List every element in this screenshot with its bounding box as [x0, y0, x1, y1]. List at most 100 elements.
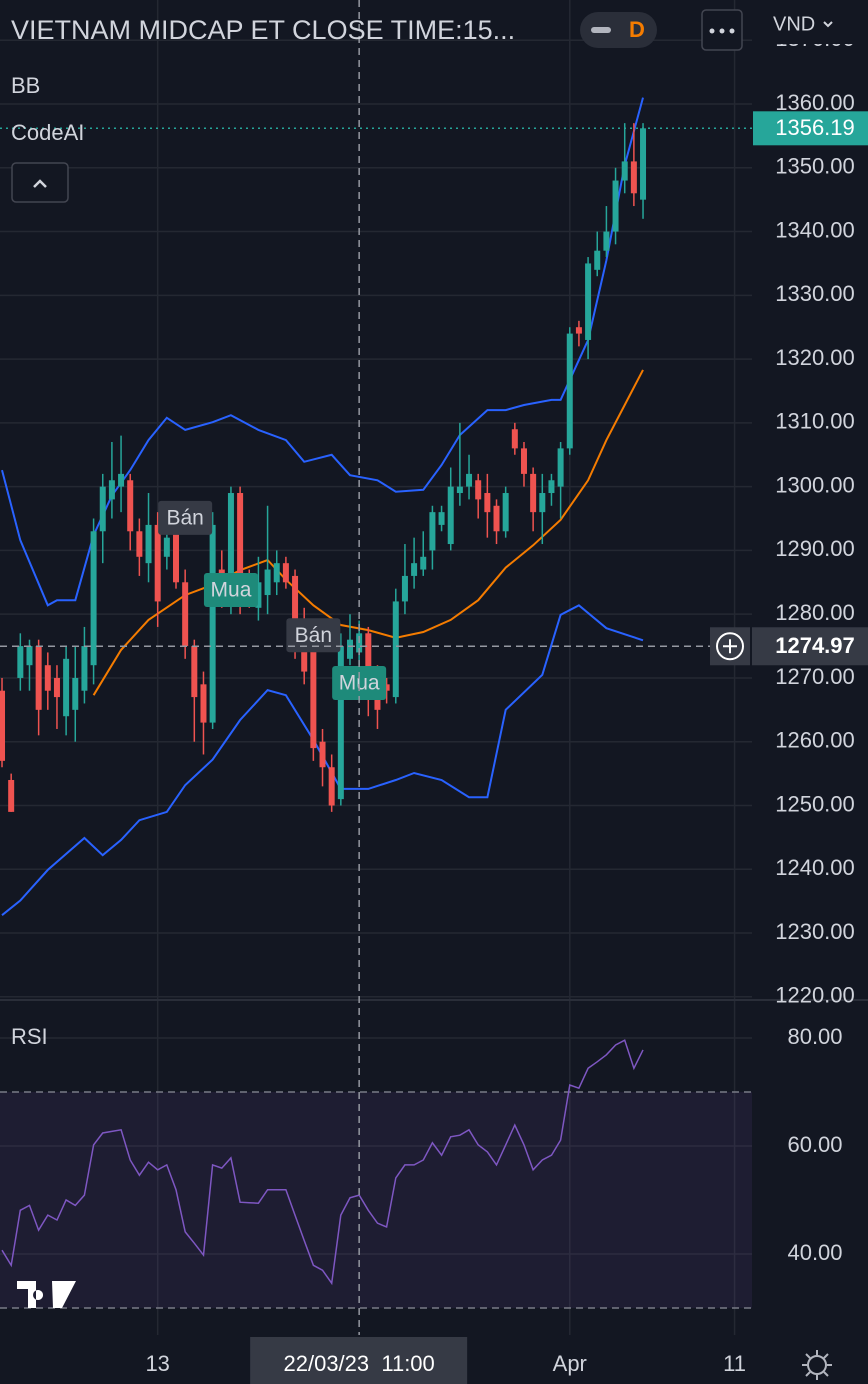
candle-body: [282, 563, 289, 583]
candle-body: [411, 563, 418, 576]
x-tick-label: 11: [723, 1351, 746, 1376]
candle-body: [566, 333, 573, 449]
y-tick-label: 1320.00: [775, 345, 855, 370]
candle-body: [154, 524, 161, 602]
candle-body: [292, 575, 299, 647]
candle-body: [136, 531, 143, 557]
bollinger-line: [92, 369, 644, 696]
candle-body: [603, 231, 610, 251]
candle-body: [90, 531, 97, 666]
signal-label: Bán: [295, 624, 332, 647]
candle-body: [346, 639, 353, 659]
candle-body: [108, 480, 115, 500]
last-price-tag: [753, 111, 868, 146]
y-tick-label: 1340.00: [775, 217, 855, 242]
interval-toggle[interactable]: [580, 12, 657, 48]
candle-body: [17, 646, 24, 678]
x-tick-label: Apr: [553, 1351, 587, 1376]
y-tick-label: 1330.00: [775, 281, 855, 306]
candle-body: [264, 569, 271, 596]
candle-body: [173, 531, 180, 583]
candle-body: [520, 448, 527, 474]
candle-body: [237, 493, 244, 602]
candle-body: [145, 524, 152, 564]
candle-body: [118, 473, 125, 487]
toggle-icon: [591, 27, 611, 33]
crosshair-price-label: 1274.97: [775, 633, 855, 658]
candle-body: [401, 575, 408, 602]
y-tick-label: 1230.00: [775, 919, 855, 944]
crosshair-date-tag: [250, 1337, 468, 1384]
candle-body: [456, 486, 463, 494]
logo: [17, 1281, 76, 1308]
candle-body: [81, 646, 88, 691]
signal-box: [286, 618, 341, 653]
candle-body: [429, 512, 436, 551]
rsi-tick-label: 40.00: [787, 1240, 842, 1265]
candle-body: [420, 556, 427, 570]
y-tick-label: 1360.00: [775, 90, 855, 115]
crosshair-date-label: 22/03/23 11:00: [284, 1351, 435, 1376]
candle-body: [502, 493, 509, 532]
candle-body: [328, 767, 335, 806]
candle-body: [63, 658, 70, 717]
candle-body: [99, 486, 106, 532]
candle-body: [319, 741, 326, 768]
candle-body: [612, 180, 619, 232]
candle-body: [365, 633, 372, 691]
y-tick-label: 1350.00: [775, 154, 855, 179]
settings-icon: [802, 1350, 832, 1380]
candle-body: [72, 677, 79, 710]
collapse-icon: [33, 179, 47, 188]
candle-body: [127, 480, 134, 532]
signal-box: [332, 666, 387, 701]
y-tick-label: 1270.00: [775, 664, 855, 689]
header-mask: [752, 0, 868, 44]
candle-body: [163, 537, 170, 557]
candle-body: [594, 250, 601, 270]
candle-body: [575, 327, 582, 334]
bollinger-line: [1, 97, 644, 607]
interval-label: D: [629, 17, 645, 42]
settings-icon[interactable]: [807, 1355, 827, 1375]
rsi-band-fill: [0, 1092, 752, 1309]
currency-label[interactable]: VND: [773, 13, 815, 35]
candle-body: [630, 161, 637, 194]
chart-title: VIETNAM MIDCAP ET CLOSE TIME:15...: [11, 15, 515, 45]
rsi-tick-label: 60.00: [787, 1132, 842, 1157]
rsi-title: RSI: [11, 1024, 48, 1049]
crosshair-price-tag: [752, 627, 868, 666]
candle-body: [182, 582, 189, 647]
candle-body: [493, 505, 500, 532]
candle-body: [0, 690, 6, 761]
candle-body: [640, 128, 647, 200]
y-tick-label: 1310.00: [775, 409, 855, 434]
candle-body: [475, 480, 482, 500]
candle-body: [8, 779, 15, 812]
signal-label: Bán: [166, 506, 203, 529]
more-dot: [729, 28, 735, 34]
y-tick-label: 1280.00: [775, 600, 855, 625]
candle-body: [511, 429, 518, 449]
y-tick-label: 1240.00: [775, 855, 855, 880]
more-dot: [709, 28, 715, 34]
candle-body: [585, 263, 592, 340]
last-price-label: 1356.19: [775, 115, 855, 140]
currency-chevron: [823, 21, 833, 28]
y-tick-label: 1250.00: [775, 791, 855, 816]
candle-body: [557, 448, 564, 487]
y-tick-label: 1290.00: [775, 536, 855, 561]
y-tick-label: 1300.00: [775, 472, 855, 497]
candle-body: [484, 493, 491, 513]
candle-body: [438, 512, 445, 525]
signal-label: Mua: [211, 578, 252, 601]
candle-body: [447, 486, 454, 545]
candle-body: [539, 493, 546, 513]
candle-body: [530, 473, 537, 513]
signal-label: Mua: [339, 672, 380, 695]
candle-body: [273, 563, 280, 583]
candle-body: [548, 480, 555, 494]
rsi-tick-label: 80.00: [787, 1024, 842, 1049]
